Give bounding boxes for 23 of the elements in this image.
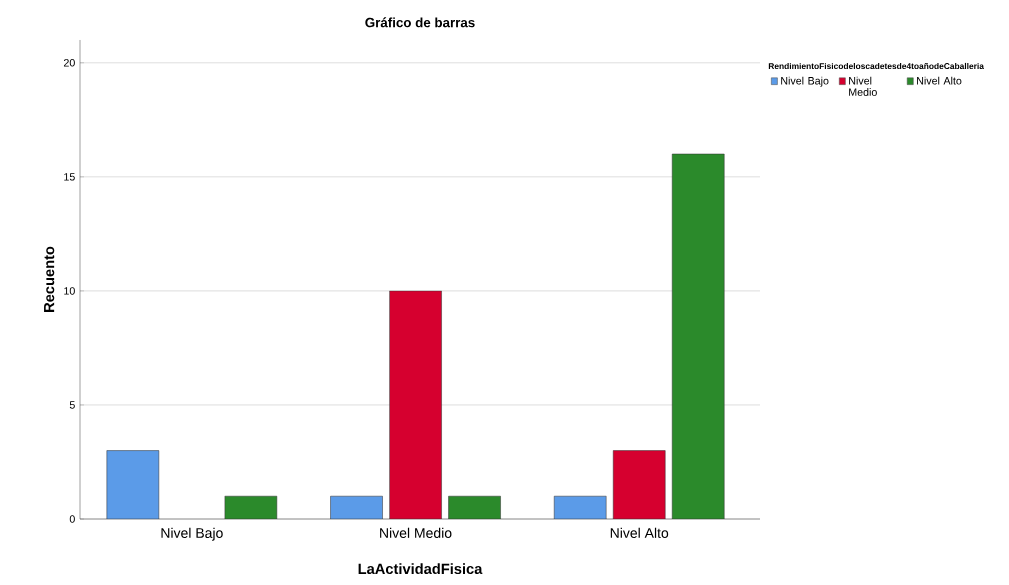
y-tick-label: 15 xyxy=(64,173,75,181)
bar xyxy=(671,153,725,519)
bar xyxy=(553,495,607,519)
x-axis-title: LaActividadFisica xyxy=(358,563,483,575)
bar xyxy=(224,495,278,519)
y-tick-label: 5 xyxy=(69,401,75,409)
legend-label: Nivel Bajo xyxy=(781,76,829,87)
bar xyxy=(106,450,160,519)
legend-label: Nivel Alto xyxy=(917,76,962,85)
bar xyxy=(389,290,442,519)
chart-title: Gráfico de barras xyxy=(365,17,475,28)
bar xyxy=(330,495,383,519)
y-tick-label: 20 xyxy=(63,59,75,67)
x-tick-label: Nivel Alto xyxy=(610,527,669,538)
bar xyxy=(448,495,501,519)
legend-title: RendimientoFisicodeloscadetesde4toañodeCaballeria xyxy=(768,62,984,70)
y-axis-title: Recuento xyxy=(44,246,55,312)
legend-label: Nivel Medio xyxy=(849,76,877,96)
x-tick-label: Nivel Medio xyxy=(380,527,452,538)
bar xyxy=(612,450,666,519)
x-tick-label: Nivel Bajo xyxy=(161,527,223,541)
y-tick-label: 10 xyxy=(64,287,75,295)
y-tick-label: 0 xyxy=(69,515,75,523)
